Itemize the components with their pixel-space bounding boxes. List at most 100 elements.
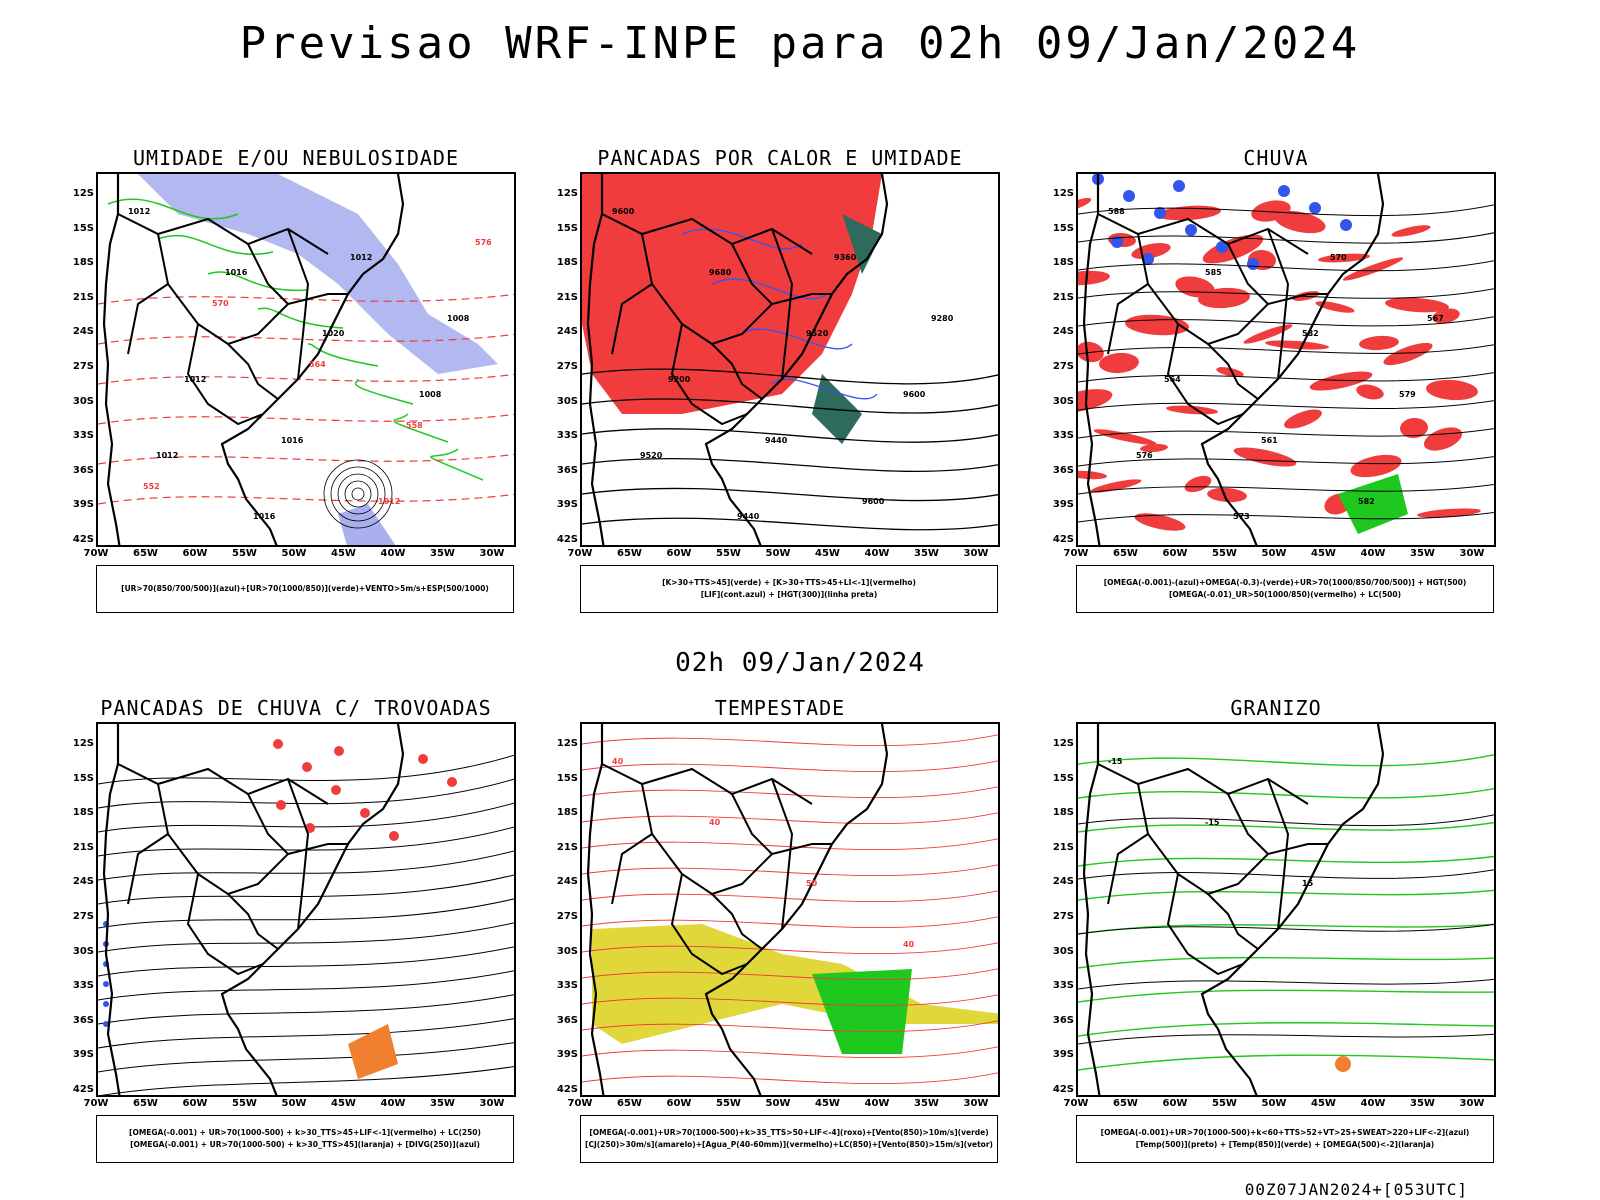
lat-tick-label: 12S: [72, 188, 94, 199]
lon-tick-label: 65W: [617, 1098, 642, 1109]
lon-tick-label: 55W: [1212, 548, 1237, 559]
lon-tick-label: 50W: [281, 548, 307, 559]
legend-line: [OMEGA(-0.001)+UR>70(1000-500)+k>35_TTS>…: [589, 1128, 989, 1137]
lon-tick-label: 45W: [331, 548, 356, 559]
lat-tick-label: 27S: [1052, 361, 1074, 372]
rain-patch: [1134, 513, 1186, 531]
contour-value-label: -15: [1108, 757, 1123, 766]
mid-date-label: 02h 09/Jan/2024: [675, 648, 925, 678]
panel-title: CHUVA: [1243, 146, 1309, 170]
rain-patch: [1417, 508, 1481, 518]
lat-tick-label: 36S: [1052, 1014, 1074, 1026]
contour-value-label: 9520: [640, 451, 663, 460]
panel-pancadas-calor: PANCADAS POR CALOR E UMIDADE 9600 9680 952…: [557, 146, 1000, 616]
country-border: [287, 778, 310, 930]
lat-tick-label: 24S: [556, 326, 578, 338]
lon-tick-label: 30W: [479, 1098, 505, 1109]
green-contour: [430, 448, 484, 481]
contour-value-label: 9200: [668, 375, 691, 384]
omega-patch: [1123, 190, 1135, 202]
lc850-contour: [582, 864, 998, 877]
hgt500-contour: [1078, 400, 1494, 411]
lat-tick-label: 21S: [556, 291, 578, 303]
temp850-contour: [1078, 889, 1494, 901]
country-border: [641, 233, 773, 346]
streamline: [98, 898, 514, 929]
contour-value-label: 1012: [156, 451, 178, 460]
legend-pancadas-calor: [K>30+TTS>45](verde) + [K>30+TTS>45+LI<-…: [580, 565, 998, 613]
storm-patch: [334, 746, 344, 756]
lat-tick-label: 30S: [556, 945, 578, 957]
rain-patch: [1251, 200, 1291, 222]
lon-tick-label: 35W: [1410, 548, 1435, 559]
lat-tick-label: 33S: [72, 430, 94, 442]
lat-tick-label: 36S: [1052, 464, 1074, 476]
country-border: [247, 793, 348, 856]
contour-value-label: 1012: [128, 207, 150, 216]
contour-value-label: 582: [1302, 329, 1319, 338]
contour-value-label: 9440: [765, 436, 788, 445]
green-contour: [107, 198, 239, 220]
green-contour: [157, 234, 274, 255]
lat-tick-label: 12S: [1052, 188, 1074, 199]
lon-tick-label: 30W: [479, 548, 505, 559]
country-border: [670, 873, 748, 976]
lon-tick-label: 55W: [232, 548, 257, 559]
country-border: [711, 343, 763, 400]
contour-value-label: 558: [406, 421, 423, 430]
temp500-contour: [1078, 869, 1494, 880]
thickness-contour: [98, 293, 514, 305]
footer-run-label: 00Z07JAN2024+[053UTC]: [1244, 1180, 1468, 1199]
omega-patch: [1309, 202, 1321, 214]
lif-contour: [681, 228, 803, 250]
map-granizo: -15 -15 15: [1076, 722, 1496, 1097]
lon-tick-label: 40W: [1360, 1098, 1386, 1109]
panel-title: PANCADAS DE CHUVA C/ TROVOADAS: [100, 696, 492, 720]
storm-patch: [447, 777, 457, 787]
streamline: [98, 778, 514, 809]
lif-contour: [741, 328, 853, 350]
country-border: [157, 233, 289, 346]
country-border: [1207, 893, 1259, 950]
lon-tick-label: 60W: [1162, 1098, 1188, 1109]
storm-patch: [331, 785, 341, 795]
contour-value-label: 9680: [709, 268, 732, 277]
lat-tick-label: 42S: [1052, 534, 1074, 545]
streamline: [98, 922, 514, 953]
lon-tick-label: 40W: [864, 1098, 890, 1109]
divergence-patch: [103, 1021, 109, 1027]
green-contour: [207, 271, 309, 292]
hgt500-contour: [1078, 456, 1494, 467]
country-border: [227, 343, 279, 400]
lat-tick-label: 27S: [556, 911, 578, 922]
rain-patch: [1309, 371, 1373, 391]
storm-patch: [360, 808, 370, 818]
contour-value-label: 40: [612, 757, 624, 766]
country-border: [1166, 323, 1244, 426]
lat-tick-label: 30S: [72, 945, 94, 957]
lat-tick-label: 24S: [1052, 876, 1074, 888]
contour-value-label: 564: [1164, 375, 1181, 384]
lon-tick-label: 30W: [1459, 548, 1485, 559]
omega500-patch: [1335, 1056, 1351, 1072]
jet-area: [592, 924, 998, 1044]
lon-tick-label: 45W: [815, 1098, 840, 1109]
omega-patch: [1173, 180, 1185, 192]
country-border: [247, 243, 348, 306]
contour-value-label: 576: [1136, 451, 1153, 460]
lat-tick-label: 24S: [1052, 326, 1074, 338]
legend-granizo: [OMEGA(-0.001)+UR>70(1000-500)+k<60+TTS>…: [1076, 1115, 1494, 1163]
rain-patch: [1350, 454, 1402, 478]
lc850-contour: [582, 890, 998, 903]
streamline: [98, 802, 514, 833]
lat-tick-label: 42S: [556, 534, 578, 545]
instability-area: [582, 174, 882, 414]
lat-tick-label: 30S: [1052, 395, 1074, 407]
panel-title: GRANIZO: [1230, 696, 1322, 720]
streamline: [98, 826, 514, 857]
country-border: [1227, 243, 1328, 306]
country-border: [186, 323, 264, 426]
streamline: [101, 1066, 514, 1095]
lon-tick-label: 30W: [1459, 1098, 1485, 1109]
rain-patch: [1140, 443, 1168, 453]
